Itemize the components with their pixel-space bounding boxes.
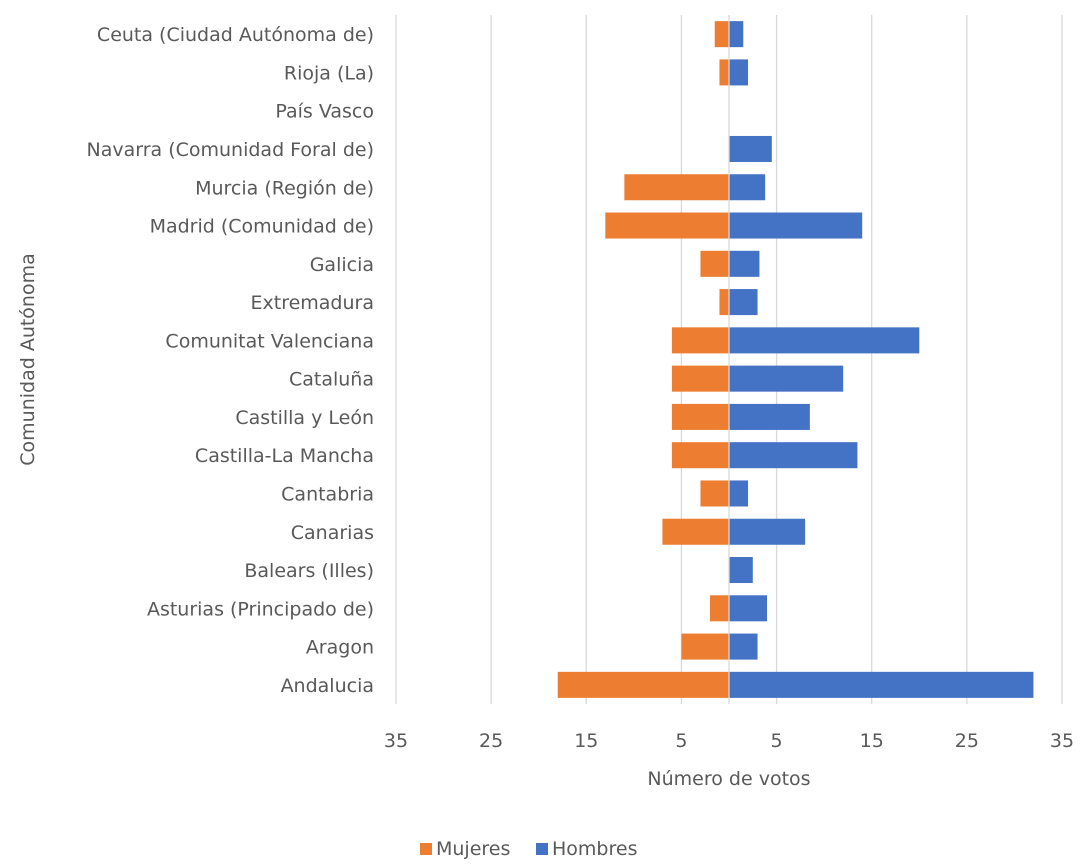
bar-hombres-2	[729, 595, 768, 622]
category-label-12: Madrid (Comunidad de)	[150, 216, 374, 238]
legend-label-mujeres: Mujeres	[436, 838, 510, 860]
category-label-14: Navarra (Comunidad Foral de)	[86, 139, 374, 161]
x-tick-label-0: 35	[384, 730, 408, 752]
bar-hombres-6	[729, 442, 858, 469]
bar-hombres-12	[729, 212, 863, 239]
category-label-16: Rioja (La)	[284, 62, 374, 84]
bar-mujeres-4	[662, 518, 729, 545]
category-label-15: País Vasco	[275, 101, 374, 123]
bar-hombres-7	[729, 403, 810, 430]
bar-mujeres-6	[671, 442, 729, 469]
category-label-1: Aragon	[306, 637, 374, 659]
bar-hombres-16	[729, 59, 749, 86]
bar-hombres-13	[729, 174, 766, 201]
category-label-8: Cataluña	[289, 369, 374, 391]
legend-swatch-mujeres	[420, 843, 432, 855]
x-tick-labels: 35 25 15 5 5 15 25 35	[384, 730, 1074, 752]
x-axis-title: Número de votos	[647, 768, 810, 790]
category-labels: Andalucia Aragon Asturias (Principado de) B…	[86, 24, 374, 697]
bar-mujeres-0	[557, 671, 729, 698]
category-label-11: Galicia	[310, 254, 374, 276]
x-tick-label-1: 25	[479, 730, 503, 752]
category-label-7: Castilla y León	[235, 407, 374, 429]
bar-hombres-5	[729, 480, 749, 507]
category-label-2: Asturias (Principado de)	[147, 598, 374, 620]
x-tick-label-7: 35	[1050, 730, 1074, 752]
category-label-6: Castilla-La Mancha	[195, 445, 374, 467]
x-tick-label-6: 25	[955, 730, 979, 752]
bar-hombres-1	[729, 633, 758, 660]
bar-mujeres-17	[714, 21, 729, 48]
bars	[557, 15, 1034, 704]
bar-hombres-14	[729, 135, 772, 162]
bar-mujeres-5	[700, 480, 729, 507]
legend-label-hombres: Hombres	[552, 838, 637, 860]
bar-mujeres-7	[671, 403, 729, 430]
category-label-10: Extremadura	[251, 292, 375, 314]
y-axis-title: Comunidad Autónoma	[17, 253, 39, 466]
category-label-0: Andalucia	[281, 675, 374, 697]
category-label-9: Comunitat Valenciana	[165, 330, 374, 352]
bar-mujeres-13	[624, 174, 729, 201]
bar-hombres-0	[729, 671, 1034, 698]
category-label-3: Balears (Illes)	[244, 560, 374, 582]
bar-mujeres-12	[605, 212, 729, 239]
bar-mujeres-11	[700, 250, 729, 277]
x-tick-label-4: 5	[771, 730, 783, 752]
bar-mujeres-10	[719, 289, 729, 316]
category-label-4: Canarias	[291, 522, 374, 544]
category-label-17: Ceuta (Ciudad Autónoma de)	[97, 24, 374, 46]
bar-mujeres-2	[709, 595, 729, 622]
bar-mujeres-9	[671, 327, 729, 354]
bar-hombres-8	[729, 365, 844, 392]
category-label-13: Murcia (Región de)	[195, 177, 374, 199]
x-tick-label-2: 15	[574, 730, 598, 752]
bar-hombres-9	[729, 327, 920, 354]
category-label-5: Cantabria	[281, 483, 374, 505]
legend-swatch-hombres	[536, 843, 548, 855]
bar-hombres-11	[729, 250, 760, 277]
bar-hombres-4	[729, 518, 806, 545]
x-tick-label-3: 5	[675, 730, 687, 752]
legend: Mujeres Hombres	[420, 838, 637, 860]
bar-mujeres-8	[671, 365, 729, 392]
bar-hombres-3	[729, 557, 753, 584]
x-tick-label-5: 15	[860, 730, 884, 752]
bar-hombres-10	[729, 289, 758, 316]
bar-mujeres-1	[681, 633, 729, 660]
gridlines	[395, 15, 1063, 704]
bar-mujeres-16	[719, 59, 729, 86]
bar-hombres-17	[729, 21, 744, 48]
